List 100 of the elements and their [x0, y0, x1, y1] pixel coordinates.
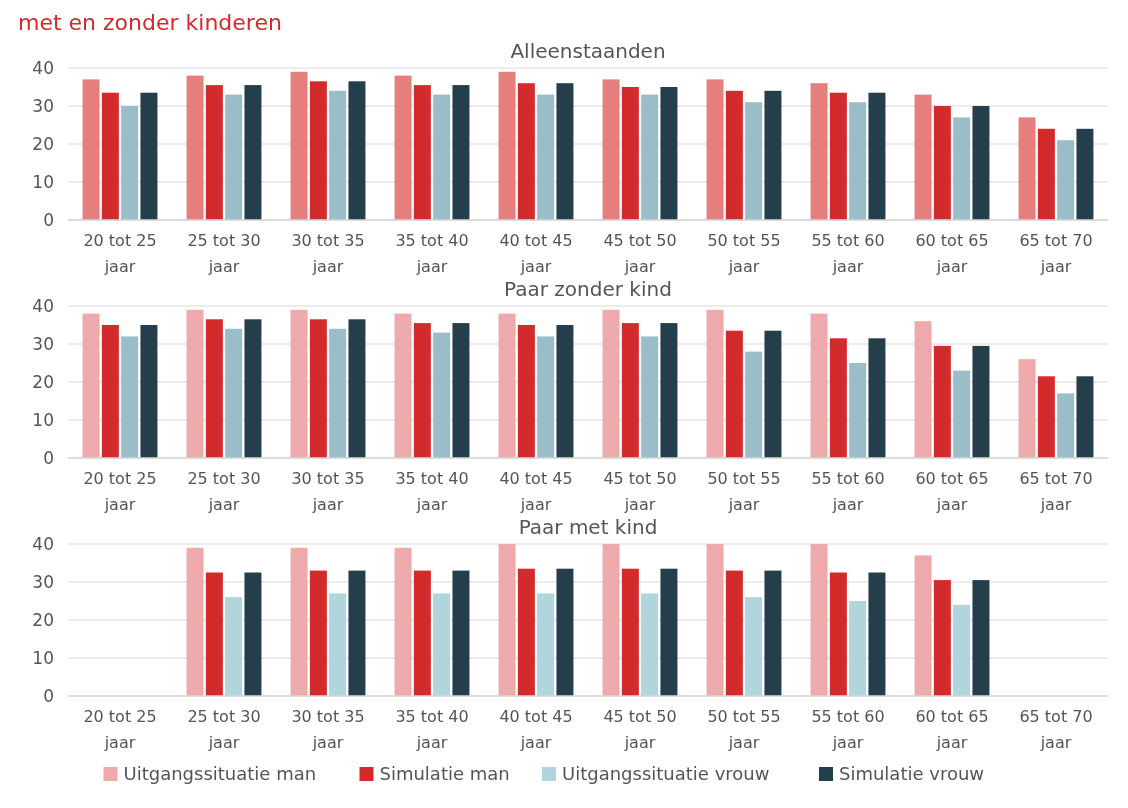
bar [602, 544, 620, 696]
bar [225, 94, 243, 220]
x-tick-label: 55 tot 60 jaar [811, 707, 885, 752]
bar [706, 544, 724, 696]
bar [121, 336, 139, 458]
bar [1076, 128, 1094, 220]
y-tick-label: 20 [32, 371, 54, 392]
x-tick-label: 30 tot 35 jaar [291, 707, 365, 752]
bar [140, 325, 158, 458]
x-tick-label: 65 tot 70 jaar [1019, 231, 1093, 276]
bar [413, 85, 431, 220]
bar [621, 323, 639, 458]
bar [849, 363, 867, 458]
bar [537, 94, 555, 220]
bar [394, 313, 412, 458]
bar [849, 102, 867, 220]
bar [452, 570, 470, 696]
bar [1018, 117, 1036, 220]
bar [309, 81, 327, 220]
y-tick-label: 10 [32, 171, 54, 192]
x-tick-label: 25 tot 30 jaar [187, 469, 261, 514]
bar [101, 92, 119, 220]
bar [556, 568, 574, 696]
bar [225, 597, 243, 696]
bar [849, 601, 867, 696]
bar [764, 570, 782, 696]
bar [868, 92, 886, 220]
legend-label: Simulatie man [379, 763, 510, 785]
bar [829, 92, 847, 220]
bar [394, 547, 412, 696]
bar [725, 90, 743, 220]
text: met en zonder kinderen [18, 10, 282, 35]
bar [433, 593, 451, 696]
bar [641, 336, 659, 458]
x-tick-label: 45 tot 50 jaar [603, 469, 677, 514]
bar [641, 94, 659, 220]
bar [621, 568, 639, 696]
bar [660, 323, 678, 458]
x-tick-label: 60 tot 65 jaar [915, 707, 989, 752]
bar [602, 309, 620, 458]
x-tick-label: 50 tot 55 jaar [707, 469, 781, 514]
bar [348, 81, 366, 220]
bar [290, 547, 308, 696]
bar [660, 568, 678, 696]
x-tick-label: 30 tot 35 jaar [291, 469, 365, 514]
bar [413, 323, 431, 458]
bar [868, 572, 886, 696]
legend-label: Simulatie vrouw [839, 763, 985, 785]
bar [537, 336, 555, 458]
x-tick-label: 55 tot 60 jaar [811, 231, 885, 276]
bar [706, 79, 724, 220]
y-tick-label: 20 [32, 609, 54, 630]
bar [602, 79, 620, 220]
bar [537, 593, 555, 696]
y-tick-label: 20 [32, 133, 54, 154]
x-tick-label: 45 tot 50 jaar [603, 707, 677, 752]
bar [348, 570, 366, 696]
bar [706, 309, 724, 458]
bar [433, 94, 451, 220]
x-tick-label: 60 tot 65 jaar [915, 231, 989, 276]
y-tick-label: 0 [43, 685, 54, 706]
x-tick-label: 35 tot 40 jaar [395, 231, 469, 276]
bar [517, 325, 535, 458]
bar [810, 83, 828, 220]
legend-label: Uitgangssituatie man [123, 763, 317, 785]
x-tick-label: 55 tot 60 jaar [811, 469, 885, 514]
x-tick-label: 60 tot 65 jaar [915, 469, 989, 514]
bar [933, 345, 951, 458]
chart-title: Alleenstaanden [510, 39, 666, 63]
y-tick-label: 40 [32, 295, 54, 316]
bar [972, 580, 990, 696]
bar [764, 330, 782, 458]
x-tick-label: 50 tot 55 jaar [707, 707, 781, 752]
x-tick-label: 35 tot 40 jaar [395, 469, 469, 514]
bar [745, 102, 763, 220]
bar [556, 83, 574, 220]
bar [1037, 128, 1055, 220]
legend-label: Uitgangssituatie vrouw [562, 763, 770, 785]
bar [244, 85, 262, 220]
bar [329, 90, 347, 220]
bar [725, 330, 743, 458]
bar [914, 321, 932, 458]
bar [498, 544, 516, 696]
bar [933, 106, 951, 220]
bar [914, 94, 932, 220]
bar [348, 319, 366, 458]
bar [452, 323, 470, 458]
bar [186, 309, 204, 458]
bar [413, 570, 431, 696]
bar [621, 87, 639, 220]
bar [329, 593, 347, 696]
bar [82, 313, 100, 458]
bar [953, 604, 971, 696]
bar [225, 328, 243, 458]
bar [1057, 140, 1075, 220]
bar [186, 547, 204, 696]
bar [914, 555, 932, 696]
bar [829, 572, 847, 696]
bar [810, 544, 828, 696]
bar [556, 325, 574, 458]
